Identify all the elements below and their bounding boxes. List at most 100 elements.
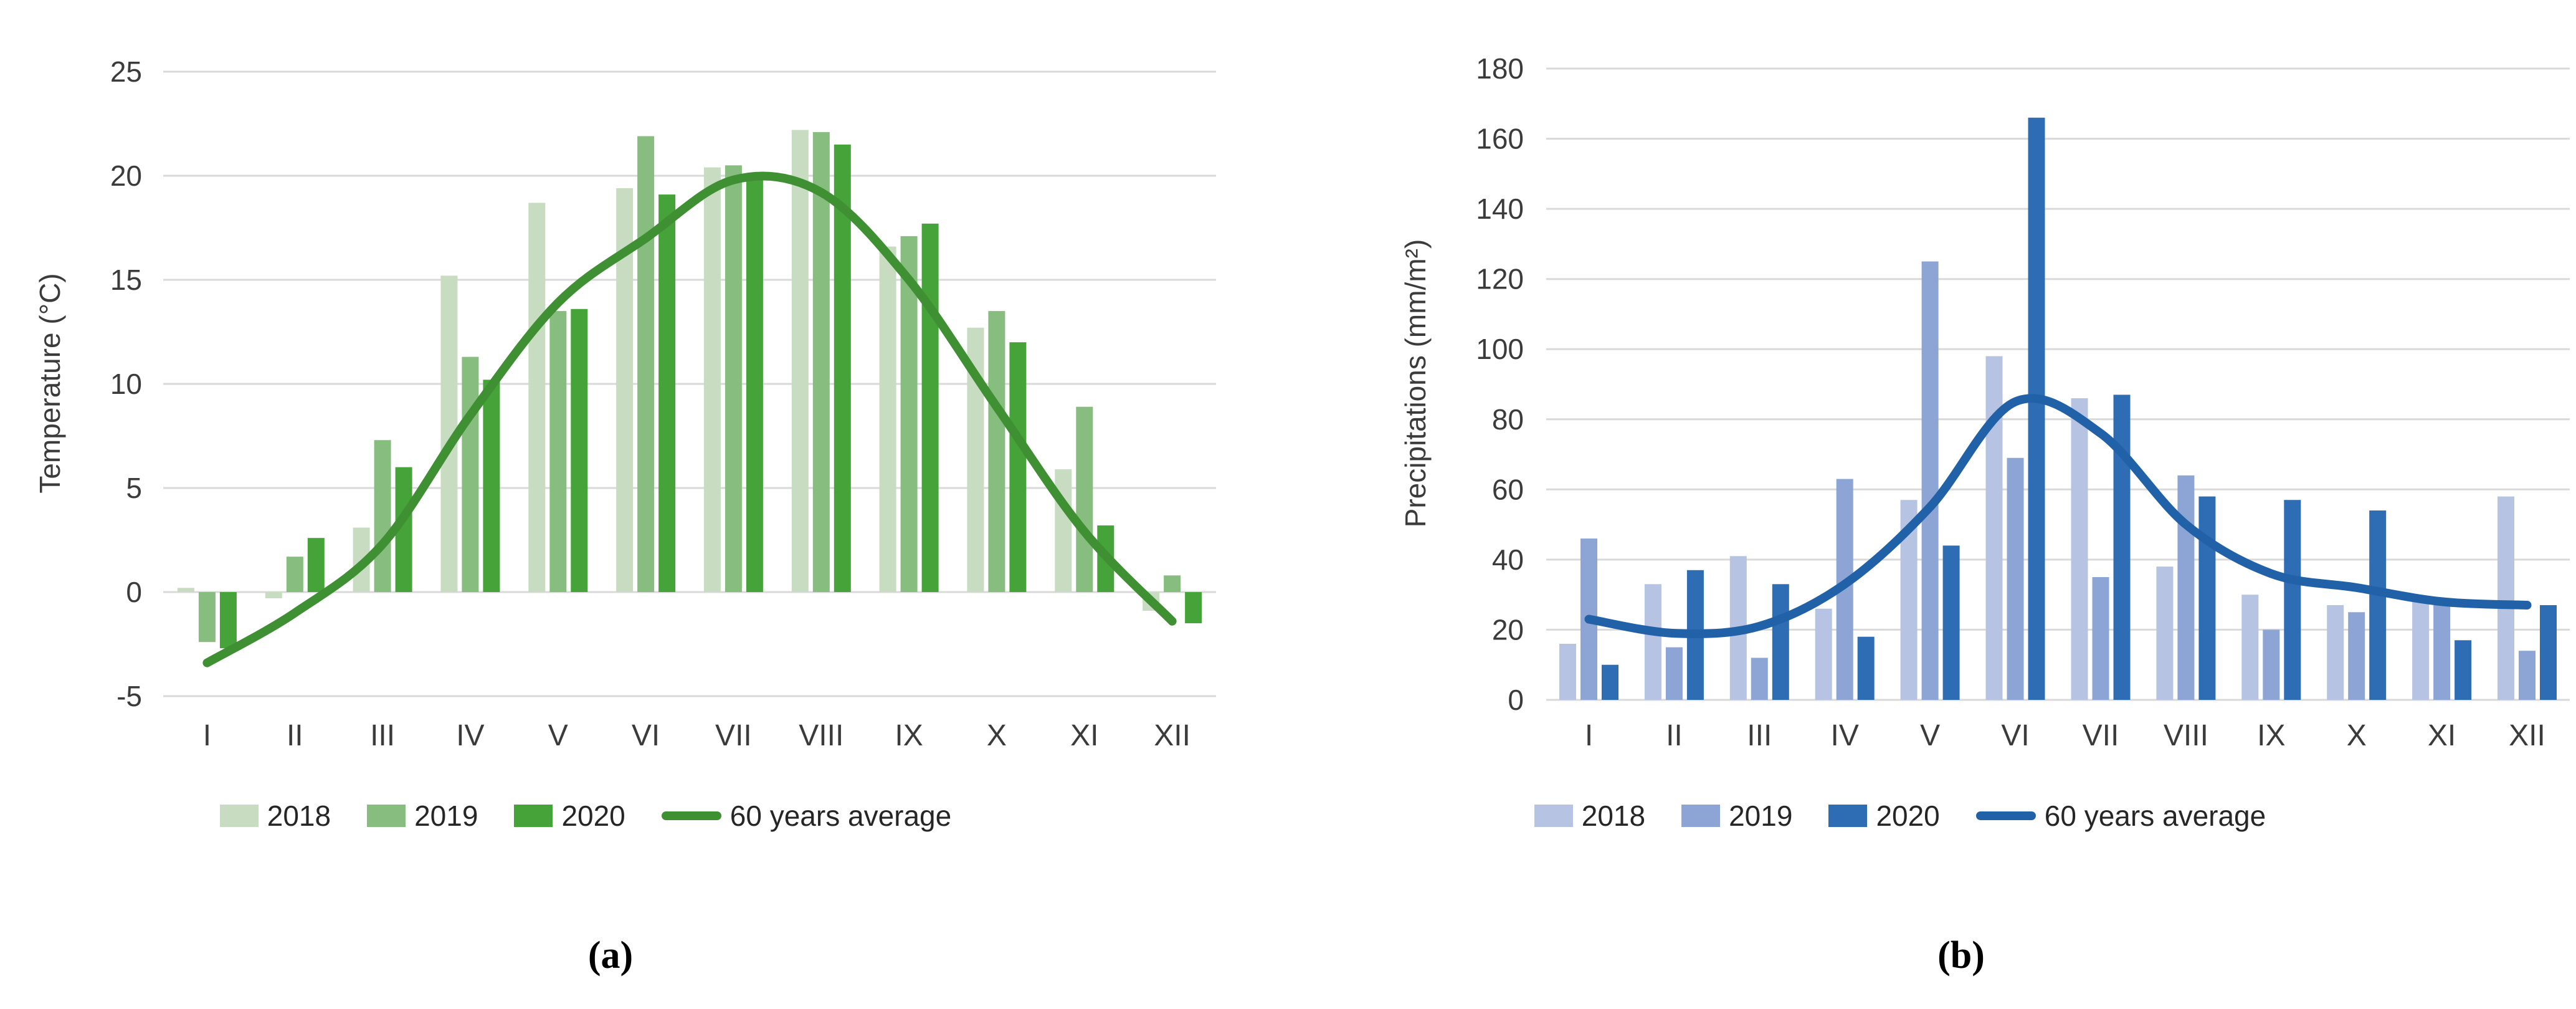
x-tick-label: II xyxy=(1666,719,1683,752)
legend-item-2020: 2020 xyxy=(1828,799,1940,833)
x-tick-label: XII xyxy=(2509,719,2545,752)
y-tick-label: 0 xyxy=(1508,684,1524,716)
legend-line-swatch xyxy=(661,811,721,820)
bar-2019-X xyxy=(988,311,1005,592)
bar-2020-X xyxy=(2369,510,2387,700)
bar-2020-II xyxy=(307,538,325,592)
bar-2018-I xyxy=(177,588,194,592)
x-tick-label: IV xyxy=(456,719,484,752)
bar-2019-XII xyxy=(2519,651,2536,700)
legend-item-60-years-average: 60 years average xyxy=(1975,799,2266,833)
bar-2018-V xyxy=(528,203,546,592)
x-tick-label: IX xyxy=(2257,719,2285,752)
bar-2020-VI xyxy=(2028,117,2045,701)
bar-2019-XI xyxy=(2433,605,2451,700)
x-tick-label: V xyxy=(548,719,568,752)
bar-2018-VII xyxy=(703,167,721,593)
bar-2020-IV xyxy=(483,380,500,592)
bar-2020-V xyxy=(571,308,588,592)
y-tick-label: 180 xyxy=(1476,52,1524,85)
bar-2020-V xyxy=(1942,545,1960,700)
x-tick-label: XII xyxy=(1154,719,1191,752)
bar-2019-VI xyxy=(637,136,655,592)
bar-2019-IV xyxy=(462,356,479,592)
legend-line-swatch xyxy=(1975,811,2036,820)
bar-2020-IV xyxy=(1857,636,1875,700)
caption-b: (b) xyxy=(1937,934,1985,977)
x-tick-label: IV xyxy=(1831,719,1859,752)
y-tick-label: -5 xyxy=(116,680,142,712)
x-tick-label: III xyxy=(370,719,395,752)
bar-2018-IV xyxy=(1815,608,1832,700)
bar-2020-VII xyxy=(2113,395,2131,700)
legend-item-2018: 2018 xyxy=(1534,799,1645,833)
bar-2019-I xyxy=(198,592,216,643)
legend-item-2019: 2019 xyxy=(1681,799,1792,833)
caption-a: (a) xyxy=(587,934,634,977)
legend-chart-a: 2018 2019 2020 60 years average xyxy=(37,799,1134,833)
bar-2020-VIII xyxy=(2198,496,2216,700)
y-tick-label: 60 xyxy=(1492,473,1524,505)
y-tick-label: 5 xyxy=(126,472,142,504)
legend-item-2020: 2020 xyxy=(514,799,625,833)
legend-label: 60 years average xyxy=(730,800,952,832)
bar-2018-IX xyxy=(879,246,896,593)
bar-2019-VI xyxy=(2007,457,2024,700)
y-tick-label: 160 xyxy=(1476,123,1524,155)
bar-2018-XII xyxy=(2498,496,2514,700)
bar-2020-VI xyxy=(658,194,676,593)
legend-color-swatch xyxy=(367,805,406,827)
x-tick-label: III xyxy=(1747,719,1772,752)
x-tick-label: VIII xyxy=(2164,719,2208,752)
legend-label: 2018 xyxy=(267,800,331,832)
y-tick-label: 40 xyxy=(1492,543,1524,576)
bar-2019-XI xyxy=(1076,406,1093,592)
legend-label: 2020 xyxy=(1876,800,1940,832)
x-tick-label: V xyxy=(1920,719,1940,752)
legend-item-2018: 2018 xyxy=(219,799,331,833)
y-tick-label: 20 xyxy=(110,160,142,192)
average-line xyxy=(1584,394,2532,638)
x-tick-label: X xyxy=(987,719,1007,752)
bar-2020-I xyxy=(219,592,237,649)
bar-2018-XI xyxy=(2412,598,2430,700)
legend-label: 60 years average xyxy=(2044,800,2266,832)
bar-2018-IX xyxy=(2241,595,2259,700)
y-axis-title-precipitations: Precipitations (mm/m²) xyxy=(1399,239,1432,528)
legend-color-swatch xyxy=(1534,805,1573,827)
x-tick-label: VI xyxy=(2001,719,2029,752)
x-tick-label: XI xyxy=(1070,719,1098,752)
bar-2020-IX xyxy=(2284,500,2301,700)
x-tick-label: VIII xyxy=(799,719,844,752)
x-tick-label: IX xyxy=(895,719,923,752)
bar-2019-III xyxy=(374,440,391,592)
legend-color-swatch xyxy=(1681,805,1721,827)
bar-2019-V xyxy=(549,311,567,592)
bar-2018-VII xyxy=(2071,398,2088,700)
x-tick-label: VII xyxy=(2083,719,2119,752)
average-line xyxy=(202,171,1177,667)
bar-2020-XII xyxy=(2540,605,2557,700)
bar-2020-XII xyxy=(1185,592,1202,624)
legend-label: 2019 xyxy=(414,800,478,832)
bar-2018-II xyxy=(1644,584,1661,700)
bar-2019-IX xyxy=(900,236,918,592)
x-tick-label: VI xyxy=(632,719,660,752)
bar-2020-VIII xyxy=(834,144,851,592)
bar-2019-IX xyxy=(2263,629,2280,700)
bar-2019-VII xyxy=(2092,577,2109,700)
y-tick-label: 0 xyxy=(126,576,142,608)
x-tick-label: I xyxy=(1585,719,1593,752)
legend-color-swatch xyxy=(219,805,259,827)
legend-item-2019: 2019 xyxy=(367,799,478,833)
bar-2019-II xyxy=(286,557,303,592)
bar-2019-III xyxy=(1751,658,1768,700)
bar-2018-I xyxy=(1559,644,1576,700)
y-axis-title-temperature: Temperature (°C) xyxy=(34,273,66,494)
legend-color-swatch xyxy=(1828,805,1868,827)
legend-label: 2019 xyxy=(1729,800,1793,832)
bar-2018-VIII xyxy=(791,130,809,592)
bar-2020-IX xyxy=(921,223,939,592)
